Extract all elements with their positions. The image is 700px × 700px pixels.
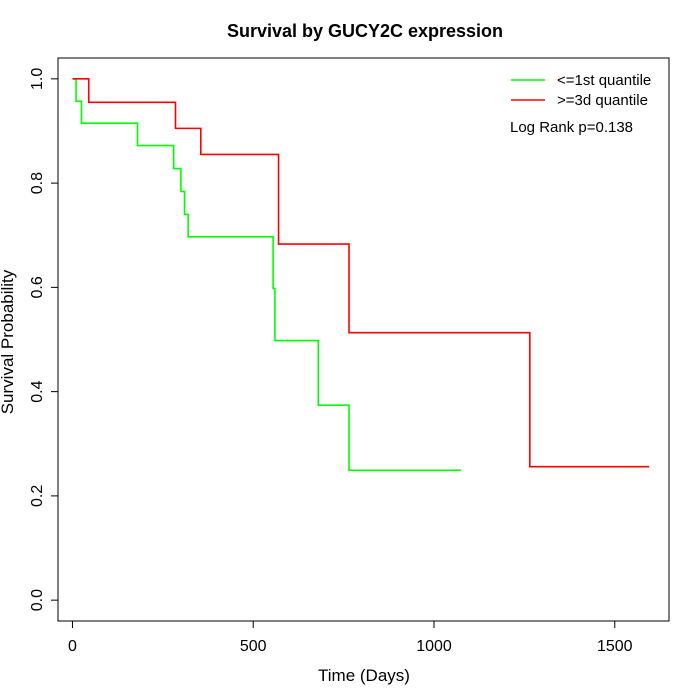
y-tick-label: 0.4 <box>29 380 46 402</box>
x-tick-label: 0 <box>68 638 77 655</box>
logrank-annotation: Log Rank p=0.138 <box>510 119 633 136</box>
y-axis-label: Survival Probability <box>0 269 17 414</box>
chart-title: Survival by GUCY2C expression <box>227 21 503 41</box>
legend: <=1st quantile >=3d quantile <box>511 72 651 109</box>
x-axis: 0 500 1000 1500 <box>68 620 633 655</box>
y-tick-label: 0.8 <box>29 172 46 194</box>
y-tick-label: 0.6 <box>29 276 46 298</box>
series-layer <box>72 78 650 472</box>
y-axis: 0.0 0.2 0.4 0.6 0.8 1.0 <box>29 68 59 611</box>
x-tick-label: 1000 <box>416 638 452 655</box>
y-tick-label: 0.0 <box>29 589 46 611</box>
legend-label-1: >=3d quantile <box>557 92 648 109</box>
series-line-1 <box>72 78 650 468</box>
series-line-0 <box>72 78 462 472</box>
plot-frame <box>57 57 670 622</box>
legend-label-0: <=1st quantile <box>557 72 651 89</box>
x-tick-label: 1500 <box>597 638 633 655</box>
x-axis-label: Time (Days) <box>318 666 410 685</box>
x-tick-label: 500 <box>240 638 267 655</box>
y-tick-label: 0.2 <box>29 485 46 507</box>
y-tick-label: 1.0 <box>29 68 46 90</box>
